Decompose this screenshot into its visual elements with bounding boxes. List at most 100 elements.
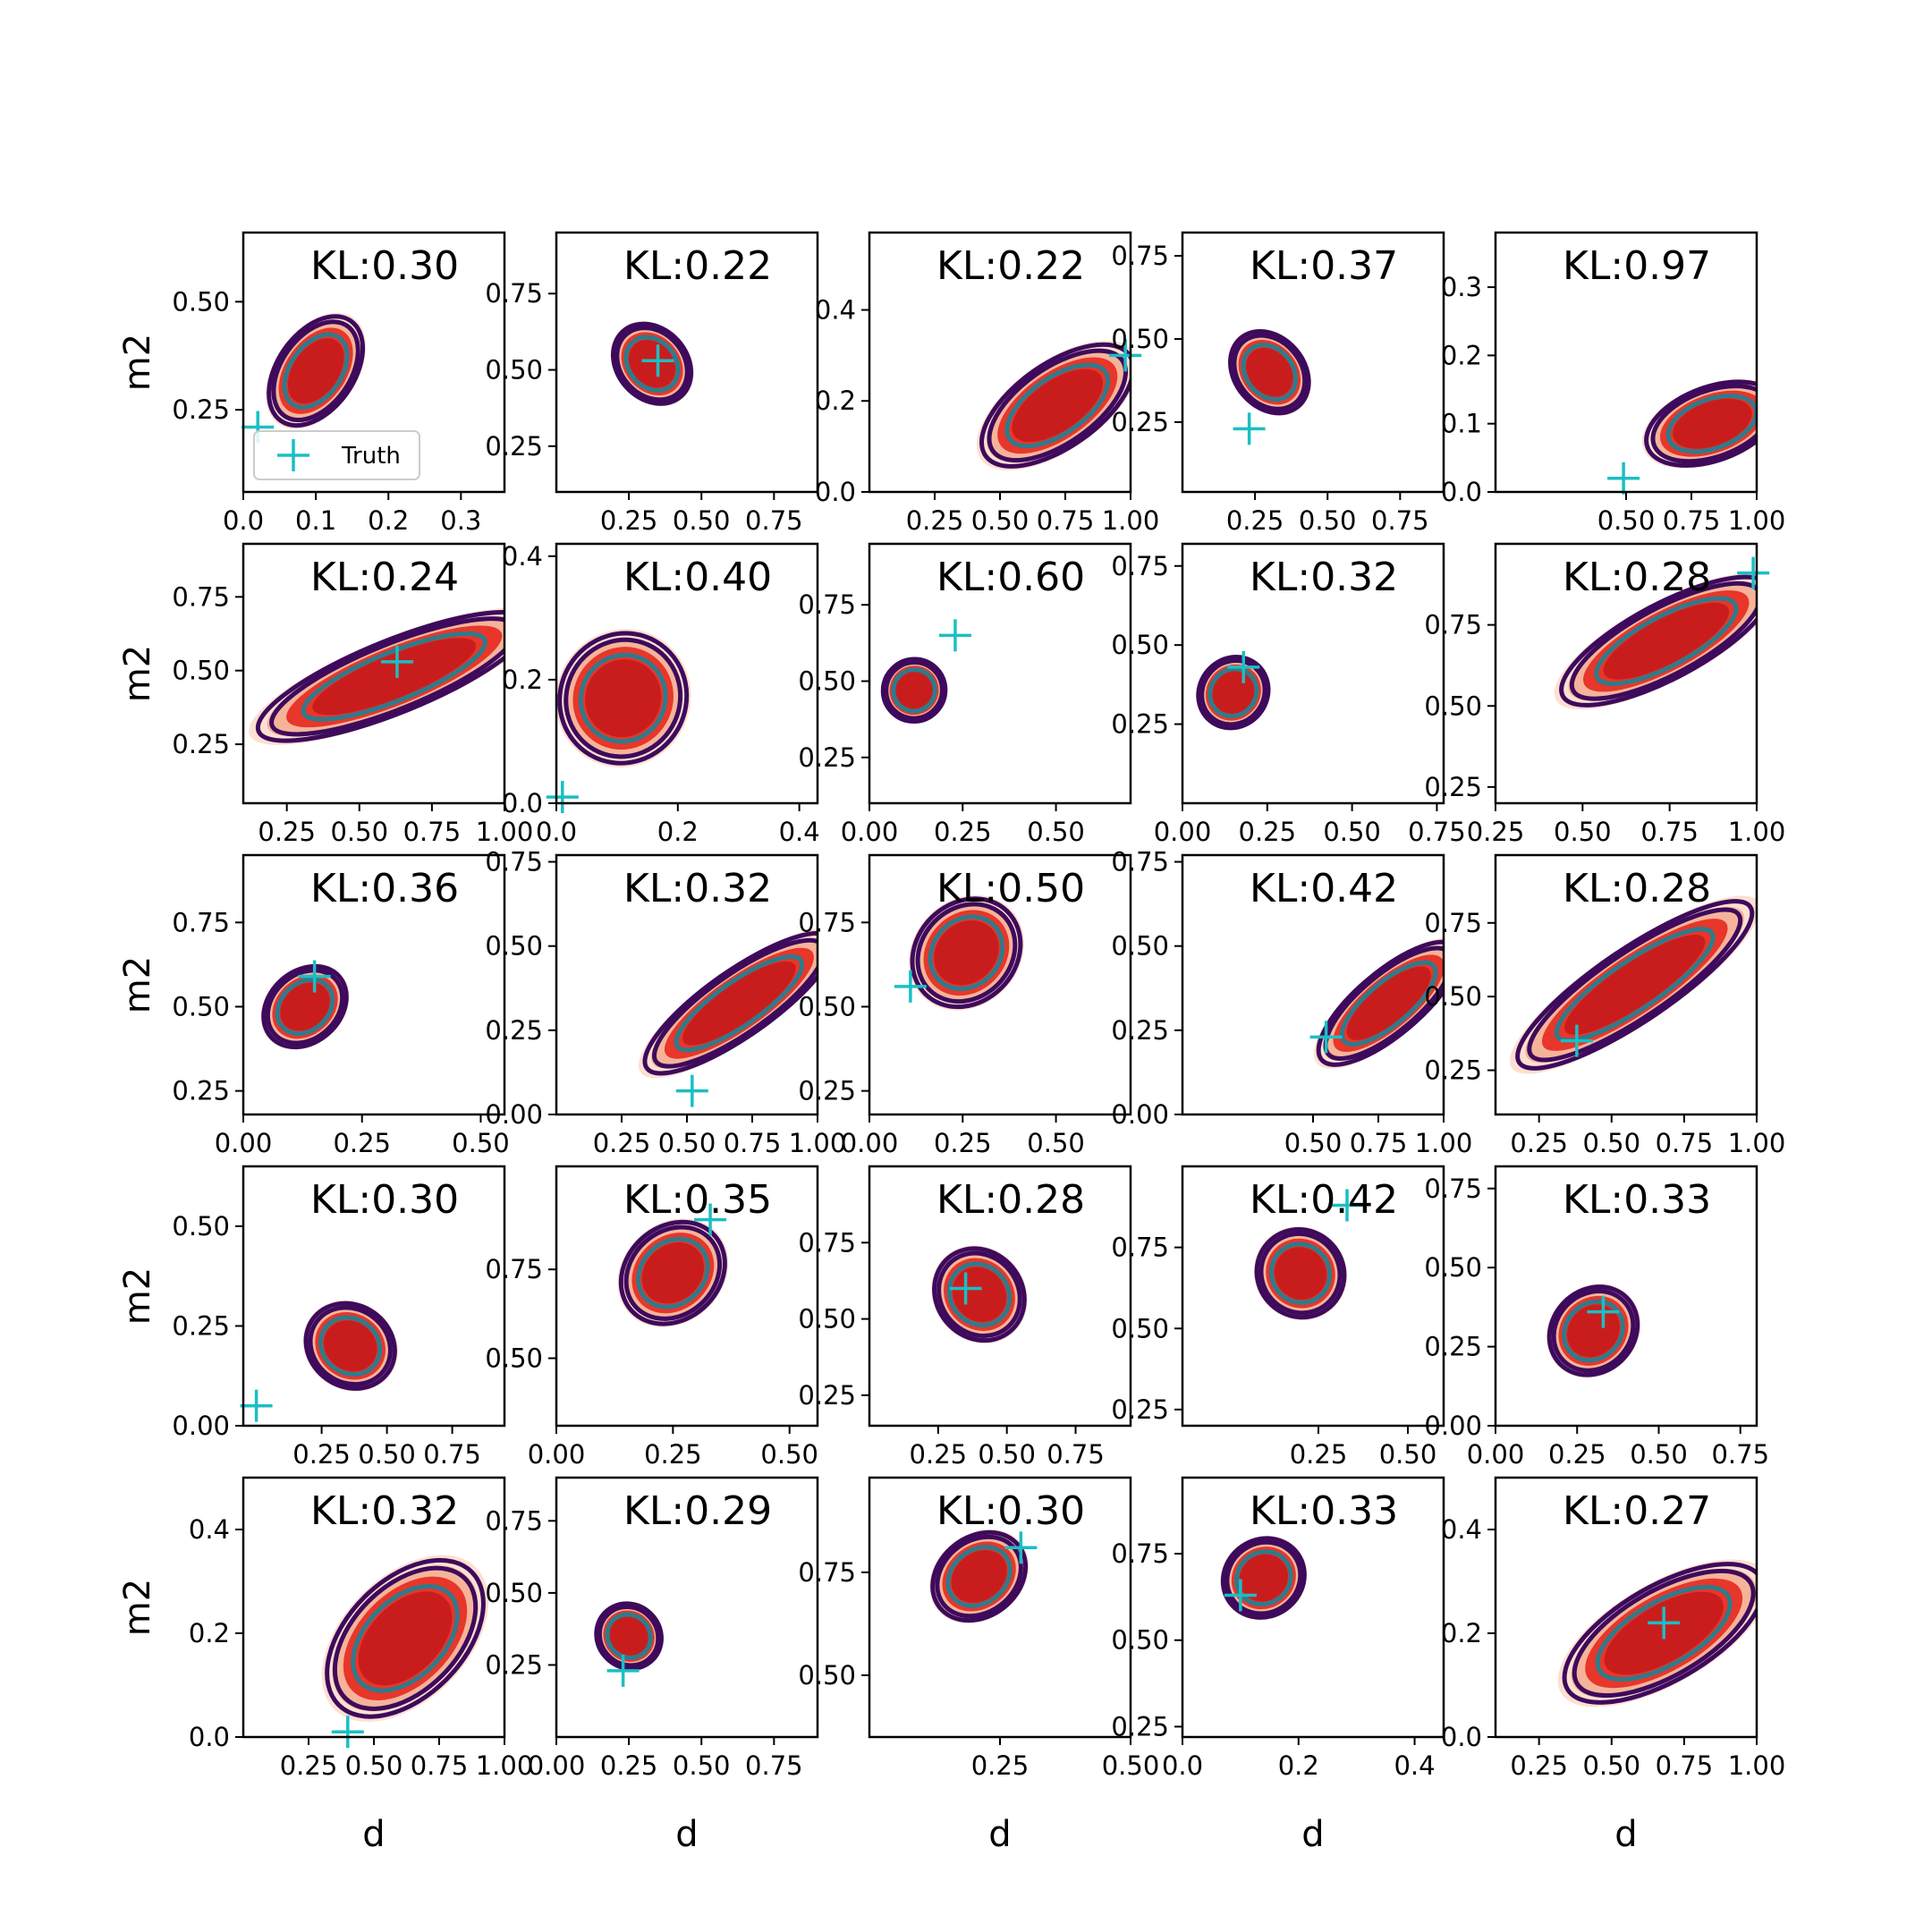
contour-outer-2 — [271, 319, 360, 423]
panel-21: 0.25 0.50 0.75 1.00 0.0 0.2 0.4 KL:0.32 m2 d — [117, 1476, 533, 1855]
x-tick-label: 0.25 — [910, 1439, 968, 1470]
panel-3: 0.25 0.50 0.75 1.00 0.0 0.2 0.4 KL:0.22 — [815, 231, 1159, 536]
contour-outer-2 — [1323, 945, 1444, 1061]
axes-frame — [868, 542, 1132, 805]
y-tick-label: 0.75 — [1111, 1538, 1169, 1569]
density-contours — [302, 1300, 398, 1392]
truth-marker — [1587, 1295, 1620, 1328]
y-tick-label: 0.50 — [172, 1211, 230, 1241]
x-tick-label: 0.25 — [1467, 817, 1525, 847]
panel-7: 0.0 0.2 0.4 0.0 0.2 0.4 KL:0.40 — [502, 541, 820, 847]
kl-label: KL:0.29 — [623, 1488, 772, 1534]
density-fill-core — [1566, 1304, 1621, 1358]
truth-marker — [1648, 1606, 1681, 1640]
y-tick-label: 0.75 — [1111, 241, 1169, 271]
x-tick-label: 0.00 — [841, 817, 899, 847]
density-fill-core — [951, 1549, 1007, 1603]
axes-frame — [1181, 231, 1445, 494]
density-contours — [594, 1601, 664, 1672]
contour-outer-2 — [269, 616, 504, 737]
density-fill-core — [628, 339, 676, 388]
axes-frame — [1181, 1165, 1445, 1428]
contour-outer — [1228, 328, 1311, 416]
contour-outer-2 — [623, 1224, 723, 1321]
density-fill-core — [641, 1242, 705, 1304]
contour-outer-2 — [1258, 1231, 1343, 1316]
truth-marker — [546, 781, 579, 814]
contour-outer — [1559, 574, 1757, 708]
x-tick-label: 0.50 — [673, 1750, 731, 1781]
y-tick-label: 0.75 — [1111, 1233, 1169, 1263]
density-contours — [1253, 1226, 1348, 1321]
x-tick-label: 0.25 — [258, 817, 316, 847]
kl-label: KL:0.32 — [310, 1488, 459, 1534]
contour-outer — [267, 314, 366, 428]
y-tick-label: 0.50 — [1111, 1313, 1169, 1343]
x-tick-label: 0.75 — [1046, 1439, 1105, 1470]
truth-marker — [1227, 650, 1260, 683]
y-tick-label: 0.75 — [172, 581, 230, 612]
x-tick-label: 0.0 — [1162, 1750, 1203, 1781]
x-axis-title: d — [675, 1814, 698, 1855]
truth-marker — [694, 1203, 727, 1236]
panel-2: 0.25 0.50 0.75 0.25 0.50 0.75 KL:0.22 — [485, 231, 819, 536]
contour-outer — [642, 930, 818, 1076]
x-tick-label: 0.75 — [403, 817, 462, 847]
x-tick-label: 0.00 — [841, 1128, 899, 1158]
x-tick-label: 0.00 — [528, 1439, 586, 1470]
density-contours — [556, 629, 691, 768]
axes-frame — [242, 542, 506, 805]
x-tick-label: 0.75 — [1037, 505, 1095, 536]
density-fill-core — [609, 1616, 648, 1657]
x-tick-label: 1.00 — [1415, 1128, 1473, 1158]
x-tick-label: 0.75 — [745, 505, 803, 536]
y-tick-label: 0.4 — [189, 1514, 230, 1545]
y-tick-label: 0.50 — [1424, 1252, 1482, 1283]
density-fill-core — [1246, 347, 1293, 397]
contour-outer — [1562, 1562, 1757, 1705]
panel-17: 0.00 0.25 0.50 0.50 0.75 KL:0.35 — [485, 1165, 819, 1470]
panel-24: 0.0 0.2 0.4 0.25 0.50 0.75 KL:0.33 d — [1111, 1476, 1445, 1855]
y-tick-label: 0.50 — [172, 286, 230, 317]
contour-outer-2 — [308, 1305, 393, 1387]
x-tick-label: 0.50 — [1027, 1128, 1085, 1158]
truth-marker — [606, 1654, 640, 1687]
axes-frame — [242, 231, 506, 494]
legend-label: Truth — [341, 443, 401, 470]
y-tick-label: 0.25 — [1111, 1015, 1169, 1046]
density-contours — [908, 894, 1024, 1011]
y-tick-label: 0.75 — [485, 1505, 543, 1536]
density-contours — [617, 1218, 729, 1327]
x-tick-label: 1.00 — [1728, 1128, 1786, 1158]
y-tick-label: 0.25 — [485, 431, 543, 462]
contour-outer-2 — [1527, 907, 1743, 1063]
kl-label: KL:0.37 — [1250, 243, 1398, 289]
x-tick-label: 1.00 — [476, 817, 534, 847]
y-tick-label: 0.25 — [1111, 1394, 1169, 1425]
panel-6: 0.25 0.50 0.75 1.00 0.25 0.50 0.75 KL:0.24 m2 — [117, 542, 534, 847]
y-tick-label: 0.75 — [1111, 551, 1169, 581]
contour-outer-2 — [1551, 1289, 1636, 1373]
kl-label: KL:0.24 — [310, 555, 459, 600]
y-tick-label: 0.25 — [1424, 1055, 1482, 1086]
contour-outer-2 — [614, 326, 690, 402]
x-tick-label: 1.00 — [1728, 1750, 1786, 1781]
y-tick-label: 0.0 — [1441, 1722, 1482, 1752]
contour-inner — [1004, 362, 1111, 449]
density-contours — [976, 340, 1131, 470]
x-tick-label: 0.75 — [411, 1750, 469, 1781]
density-contours — [1554, 572, 1757, 710]
x-tick-label: 0.25 — [1226, 505, 1284, 536]
kl-label: KL:0.36 — [310, 866, 459, 911]
legend: Truth — [253, 430, 420, 480]
contour-inner — [301, 631, 487, 722]
x-tick-label: 0.50 — [1597, 505, 1656, 536]
x-tick-label: 0.50 — [345, 1750, 403, 1781]
axes-frame — [555, 542, 819, 805]
x-tick-label: 0.75 — [1656, 1128, 1714, 1158]
kl-label: KL:0.40 — [623, 555, 772, 600]
contour-inner — [1554, 927, 1716, 1043]
axes-frame — [1494, 853, 1758, 1116]
contour-outer-2 — [936, 1250, 1022, 1339]
panel-10: 0.25 0.50 0.75 1.00 0.25 0.50 0.75 KL:0.28 — [1424, 542, 1785, 847]
